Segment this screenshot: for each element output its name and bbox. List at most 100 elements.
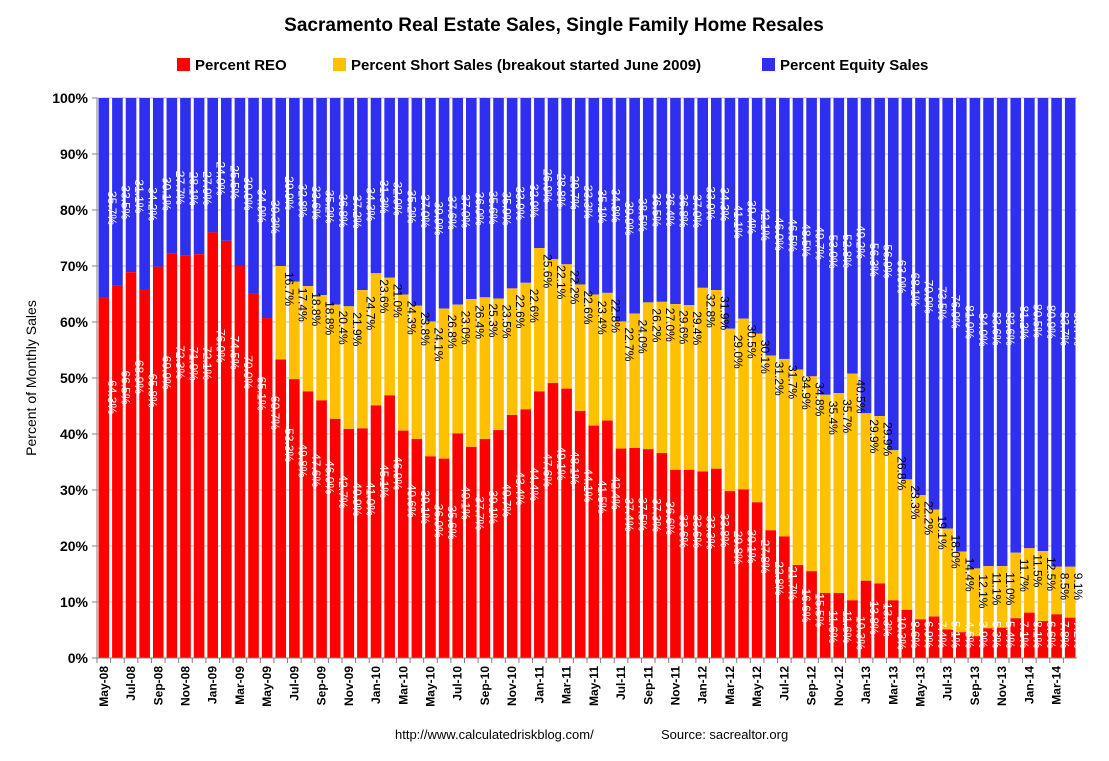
bar-reo	[125, 272, 137, 658]
legend-swatch-reo	[177, 58, 190, 71]
data-label: 74.5%	[227, 336, 241, 370]
data-label: 30.1%	[745, 530, 759, 564]
bar-equity-sales	[493, 98, 504, 299]
bar-equity-sales	[411, 98, 423, 306]
x-tick-label: Nov-10	[505, 666, 519, 706]
y-tick-label: 80%	[60, 202, 89, 218]
bar-short-sales	[370, 273, 382, 406]
bar-short-sales	[520, 282, 532, 410]
bar-short-sales	[438, 308, 450, 459]
x-tick-label: Jul-12	[777, 666, 791, 701]
data-label: 23.4%	[595, 301, 609, 335]
bar-short-sales	[751, 333, 763, 503]
bar-reo	[779, 536, 790, 658]
bar-short-sales	[860, 413, 872, 581]
data-label: 8.6%	[908, 621, 922, 649]
data-label: 32.0%	[391, 182, 405, 216]
data-label: 29.4%	[690, 311, 704, 345]
bar-reo	[425, 456, 436, 658]
y-tick-label: 10%	[60, 594, 89, 610]
data-label: 41.0%	[363, 482, 377, 516]
data-label: 21.0%	[391, 284, 405, 318]
bar-equity-sales	[697, 98, 709, 288]
data-label: 33.6%	[677, 514, 691, 548]
data-label: 36.8%	[336, 194, 350, 228]
bar-reo	[438, 458, 450, 658]
data-label: 16.7%	[282, 272, 296, 306]
data-label: 37.4%	[622, 498, 636, 532]
bar-reo	[574, 411, 586, 658]
data-label: 52.8%	[840, 234, 854, 268]
bar-reo	[724, 491, 736, 658]
bar-equity-sales	[370, 98, 382, 274]
data-label: 49.8%	[295, 444, 309, 478]
data-label: 37.0%	[459, 194, 473, 228]
bar-short-sales	[642, 302, 654, 450]
bar-equity-sales	[860, 98, 872, 414]
bar-equity-sales	[112, 98, 123, 286]
data-label: 28.1%	[187, 172, 201, 206]
bar-short-sales	[956, 551, 967, 633]
bar-equity-sales	[874, 98, 885, 417]
bar-reo	[547, 383, 559, 658]
bar-reo	[983, 628, 994, 658]
data-label: 84.0%	[976, 313, 990, 347]
data-label: 35.4%	[826, 401, 840, 435]
bar-short-sales	[1037, 551, 1049, 622]
bar-reo	[765, 530, 777, 658]
data-label: 26.9%	[540, 169, 554, 203]
bar-equity-sales	[942, 98, 954, 529]
data-label: 39.1%	[418, 490, 432, 524]
bar-short-sales	[738, 318, 749, 490]
data-label: 39.1%	[486, 490, 500, 524]
x-tick-label: Nov-08	[179, 666, 193, 706]
data-label: 35.9%	[500, 192, 514, 226]
data-label: 71.9%	[187, 347, 201, 381]
bar-equity-sales	[683, 98, 695, 306]
bar-equity-sales	[819, 98, 831, 395]
bar-equity-sales	[629, 98, 640, 314]
data-label: 10.3%	[853, 616, 867, 650]
bar-short-sales	[1051, 566, 1062, 615]
x-tick-label: Jan-10	[369, 666, 383, 704]
bar-equity-sales	[751, 98, 763, 334]
bar-reo	[629, 448, 640, 658]
bar-short-sales	[547, 259, 559, 384]
x-tick-label: Jul-09	[287, 666, 301, 701]
y-tick-label: 50%	[60, 370, 89, 386]
data-label: 6.6%	[1044, 621, 1058, 649]
bar-short-sales	[969, 568, 981, 637]
bar-reo	[928, 616, 940, 658]
bar-equity-sales	[261, 98, 273, 319]
bar-reo	[534, 391, 545, 658]
bar-reo	[956, 632, 967, 658]
data-label: 31.7%	[785, 365, 799, 399]
bar-short-sales	[493, 298, 504, 431]
bar-reo	[670, 469, 681, 658]
bar-short-sales	[656, 301, 668, 454]
bar-reo	[98, 297, 110, 658]
data-label: 15.5%	[813, 593, 827, 627]
data-label: 23.3%	[908, 485, 922, 519]
x-tick-label: May-13	[914, 666, 928, 707]
data-label: 81.0%	[962, 305, 976, 339]
data-label: 46.9%	[391, 456, 405, 490]
legend: Percent REO Percent Short Sales (breakou…	[177, 57, 928, 74]
data-label: 42.7%	[336, 475, 350, 509]
bar-equity-sales	[887, 98, 899, 451]
bar-equity-sales	[724, 98, 736, 329]
data-label: 76.0%	[214, 329, 228, 363]
bar-short-sales	[670, 304, 681, 470]
data-label: 41.5%	[595, 480, 609, 514]
data-label: 26.8%	[894, 456, 908, 490]
data-label: 33.3%	[704, 516, 718, 550]
bar-equity-sales	[139, 98, 150, 290]
data-label: 36.6%	[663, 501, 677, 535]
bar-short-sales	[779, 358, 790, 537]
bar-short-sales	[942, 528, 954, 630]
data-label: 23.8%	[418, 312, 432, 346]
data-label: 83.7%	[1071, 312, 1085, 346]
data-label: 33.8%	[717, 513, 731, 547]
data-label: 33.9%	[704, 186, 718, 220]
bar-equity-sales	[207, 98, 219, 233]
